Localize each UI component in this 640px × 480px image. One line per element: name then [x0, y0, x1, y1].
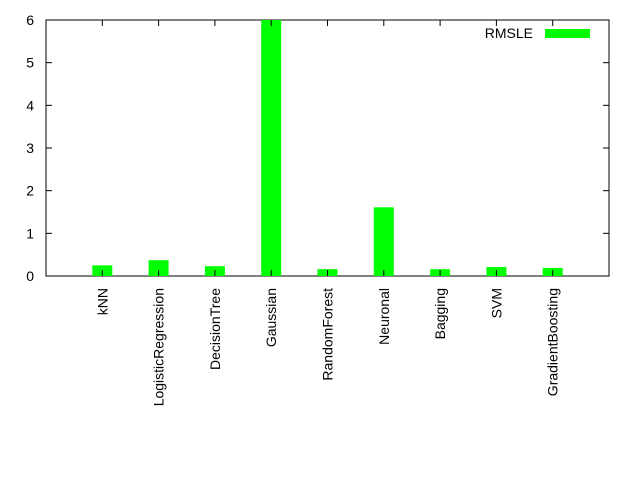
bar-Neuronal — [373, 207, 394, 276]
y-tick-label: 1 — [26, 225, 34, 241]
y-tick-label: 4 — [26, 97, 34, 113]
x-tick-label: DecisionTree — [207, 288, 223, 370]
y-tick-label: 0 — [26, 268, 34, 284]
x-tick-label: LogisticRegression — [151, 288, 167, 406]
y-tick-label: 5 — [26, 55, 34, 71]
plot-area — [45, 19, 610, 277]
bars — [92, 20, 563, 276]
bar-LogisticRegression — [148, 260, 169, 276]
x-tick-label: SVM — [488, 288, 504, 318]
plot-frame — [45, 19, 610, 277]
x-tick-label: Bagging — [432, 288, 448, 339]
legend-swatch — [545, 29, 590, 38]
x-tick-label: GradientBoosting — [545, 288, 561, 396]
x-axis-ticks: kNN LogisticRegression DecisionTree Gaussia… — [94, 20, 561, 406]
x-tick-label: RandomForest — [320, 288, 336, 381]
bar-Gaussian — [261, 20, 282, 276]
legend-label: RMSLE — [485, 25, 533, 41]
y-tick-label: 2 — [26, 183, 34, 199]
y-tick-label: 3 — [26, 140, 34, 156]
x-tick-label: Gaussian — [263, 288, 279, 347]
y-axis-ticks: 0 1 2 3 4 5 6 — [26, 12, 609, 284]
x-tick-label: kNN — [94, 288, 110, 315]
x-tick-label: Neuronal — [376, 288, 392, 345]
legend: RMSLE — [485, 25, 590, 41]
y-tick-label: 6 — [26, 12, 34, 28]
